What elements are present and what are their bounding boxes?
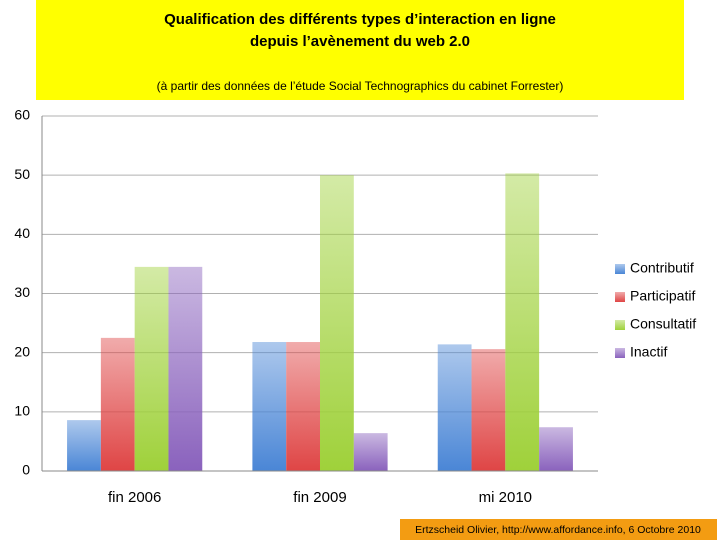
legend-label: Participatif xyxy=(630,288,695,304)
bar xyxy=(67,420,101,471)
bar xyxy=(134,266,169,471)
bar xyxy=(437,344,472,471)
x-tick-label: mi 2010 xyxy=(479,489,532,506)
bar xyxy=(505,173,540,471)
footer-box xyxy=(400,519,717,540)
bar xyxy=(471,349,506,471)
y-tick-label: 40 xyxy=(14,225,30,241)
title-box xyxy=(36,0,684,100)
chart-subtitle: (à partir des données de l’étude Social … xyxy=(157,79,564,93)
y-tick-label: 30 xyxy=(14,284,30,300)
x-tick-label: fin 2006 xyxy=(108,489,161,506)
x-tick-label: fin 2009 xyxy=(293,489,346,506)
legend-label: Consultatif xyxy=(630,316,696,332)
bar xyxy=(252,342,287,471)
bar xyxy=(168,266,203,471)
y-tick-label: 20 xyxy=(14,343,30,359)
bar xyxy=(286,342,320,471)
bar xyxy=(100,337,135,471)
chart-title: depuis l’avènement du web 2.0 xyxy=(250,33,470,50)
legend-label: Contributif xyxy=(630,260,694,276)
y-tick-label: 10 xyxy=(14,403,30,419)
bar xyxy=(539,427,573,471)
legend-swatch xyxy=(615,264,625,274)
legend-swatch xyxy=(615,348,625,358)
bar xyxy=(320,175,354,471)
footer: Ertzscheid Olivier, http://www.affordanc… xyxy=(415,524,701,536)
chart-title: Qualification des différents types d’int… xyxy=(164,11,556,28)
legend-swatch xyxy=(615,320,625,330)
y-tick-label: 50 xyxy=(14,166,30,182)
bar xyxy=(353,433,388,471)
legend-swatch xyxy=(615,292,625,302)
y-tick-label: 0 xyxy=(22,462,30,478)
legend-label: Inactif xyxy=(630,344,667,360)
y-tick-label: 60 xyxy=(14,107,30,123)
